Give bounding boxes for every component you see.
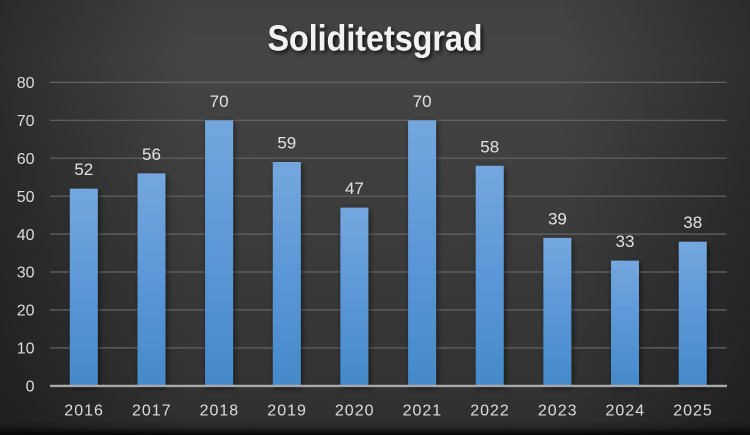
svg-text:Soliditetsgrad: Soliditetsgrad	[268, 18, 483, 59]
svg-text:52: 52	[74, 160, 93, 179]
svg-text:60: 60	[17, 151, 35, 168]
svg-text:0: 0	[26, 379, 35, 396]
svg-text:30: 30	[17, 265, 35, 282]
svg-text:2018: 2018	[200, 403, 240, 420]
svg-text:70: 70	[17, 113, 35, 130]
svg-text:47: 47	[345, 179, 364, 198]
svg-text:2021: 2021	[403, 403, 443, 420]
svg-text:10: 10	[17, 341, 35, 358]
svg-text:33: 33	[616, 232, 635, 251]
svg-text:59: 59	[277, 134, 296, 153]
svg-text:2020: 2020	[335, 403, 375, 420]
svg-text:70: 70	[210, 92, 229, 111]
svg-text:2024: 2024	[606, 403, 646, 420]
svg-text:2019: 2019	[267, 403, 307, 420]
svg-text:2017: 2017	[132, 403, 172, 420]
svg-text:2025: 2025	[673, 403, 713, 420]
svg-text:58: 58	[480, 137, 499, 156]
svg-text:20: 20	[17, 303, 35, 320]
svg-text:70: 70	[413, 92, 432, 111]
svg-text:56: 56	[142, 145, 161, 164]
svg-text:2023: 2023	[538, 403, 578, 420]
svg-text:39: 39	[548, 209, 567, 228]
svg-text:50: 50	[17, 189, 35, 206]
svg-text:80: 80	[17, 75, 35, 92]
svg-text:2022: 2022	[470, 403, 510, 420]
svg-text:38: 38	[683, 213, 702, 232]
svg-text:2016: 2016	[64, 403, 104, 420]
svg-text:40: 40	[17, 227, 35, 244]
